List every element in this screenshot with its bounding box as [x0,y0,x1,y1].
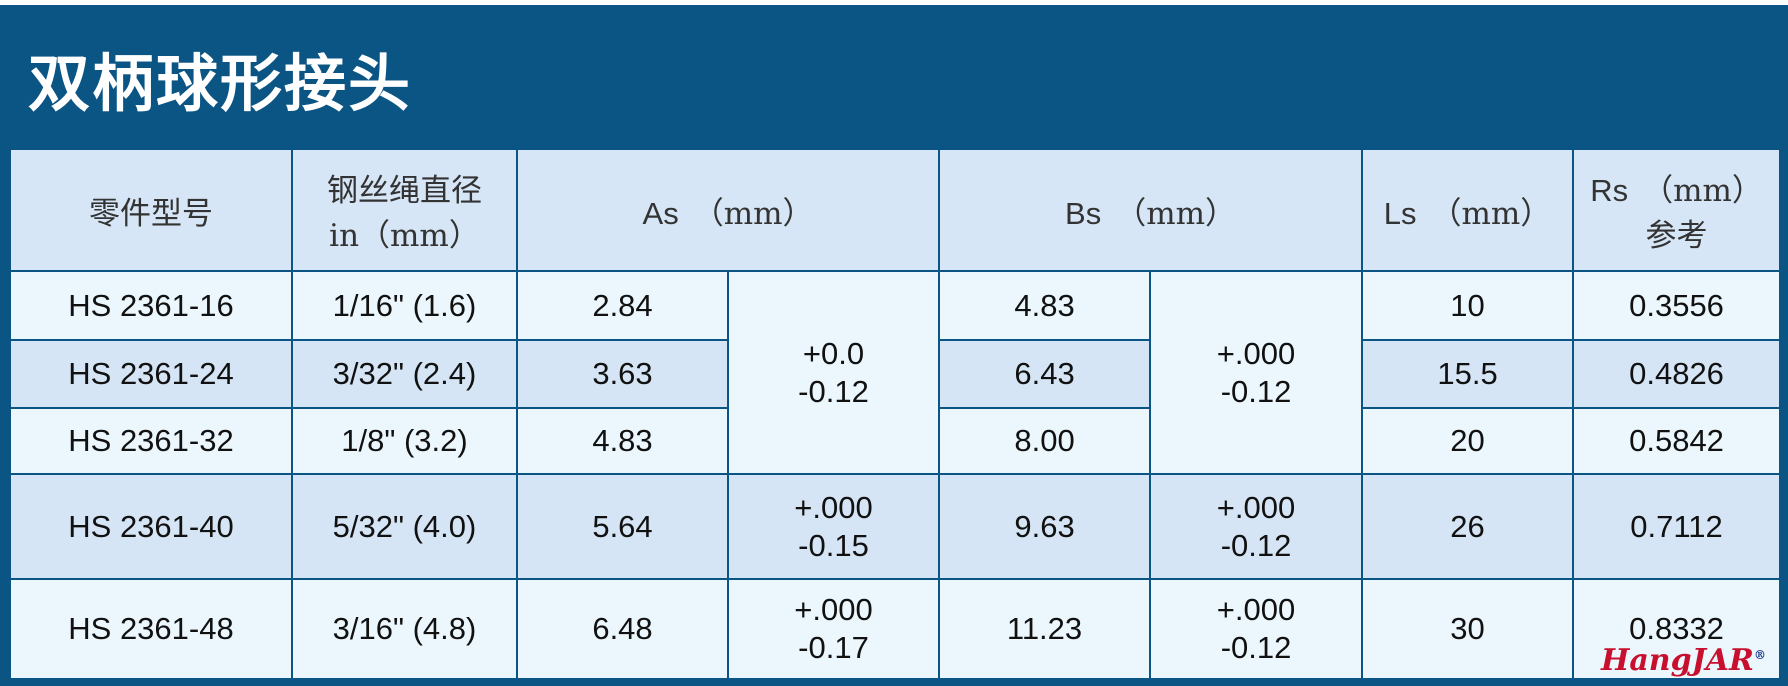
as-value: 5.64 [516,473,729,580]
tolerance-line: +.000 [1216,592,1296,627]
header-name: 钢丝绳直径 [327,173,482,209]
tolerance-line: -0.12 [1220,527,1292,563]
rs-value: 0.8332 [1572,578,1782,680]
header-cell: 零件型号 [9,148,293,272]
header-name: As [642,195,679,231]
logo-mark: ® [1754,648,1766,662]
tolerance-cell: +.000 -0.12 [1149,473,1364,580]
logo: HangJAR® [1601,643,1766,678]
diameter: 3/16" (4.8) [291,578,518,680]
header-unit: （mm） [1430,195,1552,232]
header-cell: Rs （mm） 参考 [1572,148,1782,272]
data-row: HS 2361-16 1/16" (1.6) 2.84 +0.0 -0.12 4.83 +.… [9,270,1782,475]
header-line: As （mm） [518,188,938,233]
header-unit: （mm） [692,195,814,232]
tolerance-cell: +.000 -0.12 [1149,270,1364,475]
diameter: 1/16" (1.6) [291,270,518,341]
diameter: 3/32" (2.4) [291,339,518,409]
tolerance-line: -0.12 [1220,630,1292,665]
tolerance-line: -0.12 [798,373,869,409]
ls-value: 26 [1361,473,1575,580]
header-cell: 钢丝绳直径 in（mm） [291,148,518,272]
header-name: 零件型号 [89,195,213,232]
header-line: Rs （mm） [1574,165,1779,210]
part-number: HS 2361-40 [9,473,293,580]
header-note: 参考 [1645,218,1708,254]
tolerance-cell: +0.0 -0.12 [726,270,941,475]
header-line: Bs （mm） [940,188,1361,233]
header-line: 钢丝绳直径 [293,165,516,210]
bs-value: 11.23 [938,578,1152,680]
data-row: HS 2361-40 5/32" (4.0) 5.64 +.000 -0.15 9.63 +… [9,473,1782,580]
spec-table: 零件型号 钢丝绳直径 in（mm） As （mm） Bs （mm） Ls （mm） Rs （mm） 参… [9,148,1782,680]
bs-value: 4.83 [938,270,1152,341]
ls-value: 10 [1361,270,1575,341]
as-value: 3.63 [516,339,729,409]
tolerance-line: +.000 [794,592,873,627]
diameter: 5/32" (4.0) [291,473,518,580]
tolerance-line: +.000 [1216,489,1296,525]
header-name: Bs [1065,195,1102,231]
header-name: Ls [1383,195,1417,231]
tolerance-line: -0.15 [798,527,869,563]
part-number: HS 2361-32 [9,407,293,475]
tolerance-cell: +.000 -0.12 [1149,578,1364,680]
data-row: HS 2361-48 3/16" (4.8) 6.48 +.000 -0.17 11.23… [9,578,1782,680]
rs-value: 0.5842 [1572,407,1782,475]
tolerance-line: -0.17 [798,630,869,665]
tolerance-line: +.000 [794,489,873,525]
header-unit: in（mm） [329,218,480,254]
rs-value: 0.3556 [1572,270,1782,341]
ls-value: 15.5 [1361,339,1575,409]
tolerance-line: +0.0 [802,335,865,371]
ls-value: 30 [1361,578,1575,680]
as-value: 4.83 [516,407,729,475]
as-value: 6.48 [516,578,729,680]
tolerance-line: -0.12 [1220,373,1292,409]
as-value: 2.84 [516,270,729,341]
title: 双柄球形接头 [28,47,413,120]
header-line: 零件型号 [11,188,291,233]
header-name: Rs [1590,173,1629,208]
bs-value: 9.63 [938,473,1152,580]
header-cell: Bs （mm） [938,148,1364,272]
header-cell: Ls （mm） [1361,148,1575,272]
data-row: HS 2361-32 1/8" (3.2) 4.83 8.00 20 0.5842 [9,407,1782,475]
tolerance-cell: +.000 -0.15 [726,473,941,580]
tolerance-cell: +.000 -0.17 [726,578,941,680]
bs-value: 8.00 [938,407,1152,475]
bs-value: 6.43 [938,339,1152,409]
part-number: HS 2361-16 [9,270,293,341]
rs-value: 0.4826 [1572,339,1782,409]
header-unit: （mm） [1115,195,1237,232]
tolerance-line: +.000 [1216,335,1296,371]
header-cell: As （mm） [515,148,941,272]
rs-value: 0.7112 [1572,473,1782,580]
logo-text: HangJAR [1601,643,1754,678]
header-unit: （mm） [1642,173,1763,209]
diameter: 1/8" (3.2) [291,407,518,475]
data-row: HS 2361-24 3/32" (2.4) 3.63 6.43 15.5 0.4826 [9,339,1782,409]
part-number: HS 2361-48 [9,578,293,680]
header-row: 零件型号 钢丝绳直径 in（mm） As （mm） Bs （mm） Ls （mm） Rs （mm） 参… [9,148,1782,272]
header-line: Ls （mm） [1363,188,1572,233]
part-number: HS 2361-24 [9,339,293,409]
ls-value: 20 [1361,407,1575,475]
